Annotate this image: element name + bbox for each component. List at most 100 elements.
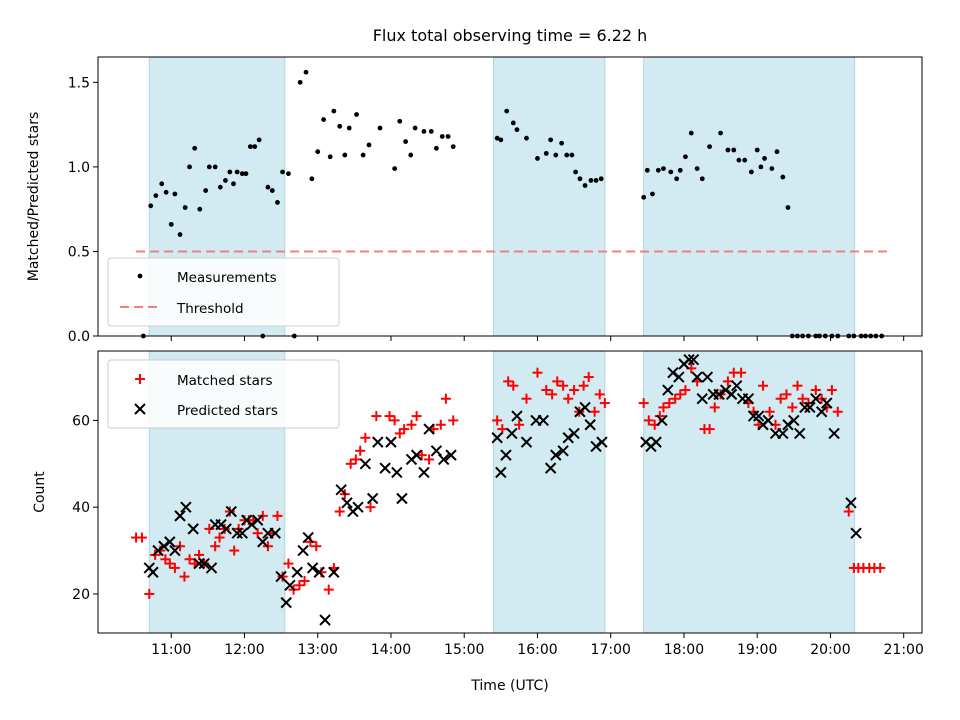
measurement-point <box>450 144 456 150</box>
measurement-point <box>297 79 303 85</box>
measurement-point <box>153 193 159 199</box>
predicted-star-point <box>164 536 176 548</box>
matched-star-point <box>781 389 792 400</box>
matched-star-point <box>411 411 422 422</box>
matched-star-point <box>664 398 675 409</box>
predicted-star-point <box>236 527 248 539</box>
predicted-star-point <box>385 436 397 448</box>
measurement-point <box>177 232 183 237</box>
y-tick-label: 0.0 <box>68 329 90 345</box>
predicted-star-point <box>302 531 314 544</box>
bottom-y-axis-label: Count <box>32 471 48 513</box>
predicted-star-point <box>667 366 679 379</box>
matched-star-point <box>283 558 294 569</box>
measurement-point <box>172 191 178 197</box>
predicted-star-point <box>683 353 695 366</box>
predicted-star-point <box>169 544 181 557</box>
measurement-point <box>223 178 228 183</box>
predicted-star-point <box>269 527 281 539</box>
measurement-point <box>559 140 565 146</box>
measurement-point <box>354 112 359 117</box>
measurement-point <box>569 152 575 158</box>
legend-label-measurements: Measurements <box>177 270 277 286</box>
measurement-point <box>243 171 249 177</box>
matched-star-point <box>360 432 371 443</box>
predicted-star-point <box>280 596 292 609</box>
predicted-star-point <box>319 614 331 626</box>
predicted-star-point <box>352 501 364 513</box>
measurement-point <box>504 108 510 114</box>
measurement-point <box>762 156 767 161</box>
measurement-point <box>785 205 791 210</box>
measurement-point <box>275 200 280 205</box>
legend-label-predicted: Predicted stars <box>177 403 278 419</box>
matched-star-point <box>294 580 305 591</box>
predicted-star-point <box>511 410 523 422</box>
bottom-legend-box <box>107 359 340 429</box>
matched-star-point <box>599 398 610 409</box>
predicted-star-point <box>418 466 430 479</box>
measurement-point <box>699 176 705 182</box>
matched-star-point <box>775 393 786 404</box>
measurement-point <box>403 139 409 144</box>
predicted-star-point <box>520 436 533 448</box>
measurement-point <box>588 178 594 183</box>
predicted-star-point <box>158 540 170 552</box>
predicted-star-point <box>147 566 159 578</box>
matched-star-point <box>371 411 382 422</box>
measurement-point <box>445 134 451 139</box>
measurement-points <box>141 69 885 339</box>
legend-marker-predicted <box>134 403 146 415</box>
measurement-point <box>553 152 559 158</box>
predicted-star-point <box>423 423 435 435</box>
predicted-star-point <box>810 393 822 405</box>
measurement-point <box>252 144 258 150</box>
measurement-point <box>428 129 434 134</box>
predicted-star-point <box>687 353 700 366</box>
matched-star-point <box>563 393 574 404</box>
bottom-y-ticks: 20 40 60 <box>72 413 98 603</box>
bottom-legend: Matched stars Predicted stars <box>107 359 340 429</box>
x-tick-label: 17:00 <box>591 642 631 658</box>
matched-star-point <box>843 506 854 517</box>
measurement-point <box>573 169 578 175</box>
measurement-point <box>217 184 223 190</box>
predicted-star-point <box>815 406 828 418</box>
bottom-x-ticks: 11:00 12:00 13:00 14:00 15:00 16:00 17:00 18:00… <box>151 633 924 658</box>
measurement-point <box>303 69 309 75</box>
matched-star-point <box>435 419 446 430</box>
matched-star-point <box>521 393 532 404</box>
matched-star-point <box>514 419 525 430</box>
observing-window <box>643 56 856 337</box>
matched-star-point <box>810 385 821 396</box>
legend-label-threshold: Threshold <box>176 301 244 317</box>
measurement-point <box>780 174 786 180</box>
measurement-point <box>377 125 383 131</box>
measurement-point <box>677 167 683 173</box>
predicted-star-point <box>762 414 774 427</box>
predicted-star-point <box>491 432 503 444</box>
measurement-point <box>366 142 372 148</box>
predicted-star-point <box>590 440 602 453</box>
measurement-point <box>337 123 343 129</box>
predicted-star-point <box>205 562 218 574</box>
measurement-point <box>433 145 439 151</box>
matched-star-point <box>229 545 240 556</box>
measurement-point <box>265 184 271 190</box>
x-tick-label: 12:00 <box>224 642 264 658</box>
matched-star-point <box>558 380 569 391</box>
top-y-axis-label: Matched/Predicted stars <box>26 112 42 282</box>
predicted-star-point <box>544 462 557 474</box>
predicted-star-point <box>174 510 186 522</box>
measurement-point <box>494 135 500 141</box>
matched-star-point <box>569 385 580 396</box>
matched-star-point <box>384 411 395 422</box>
measurement-point <box>309 176 315 182</box>
measurement-point <box>159 181 165 187</box>
matched-star-point <box>345 458 356 469</box>
legend-plus-glyph <box>135 374 145 384</box>
x-tick-label: 18:00 <box>664 642 704 658</box>
measurement-point <box>256 137 262 143</box>
x-tick-label: 20:00 <box>810 642 850 658</box>
observing-window <box>643 350 856 634</box>
